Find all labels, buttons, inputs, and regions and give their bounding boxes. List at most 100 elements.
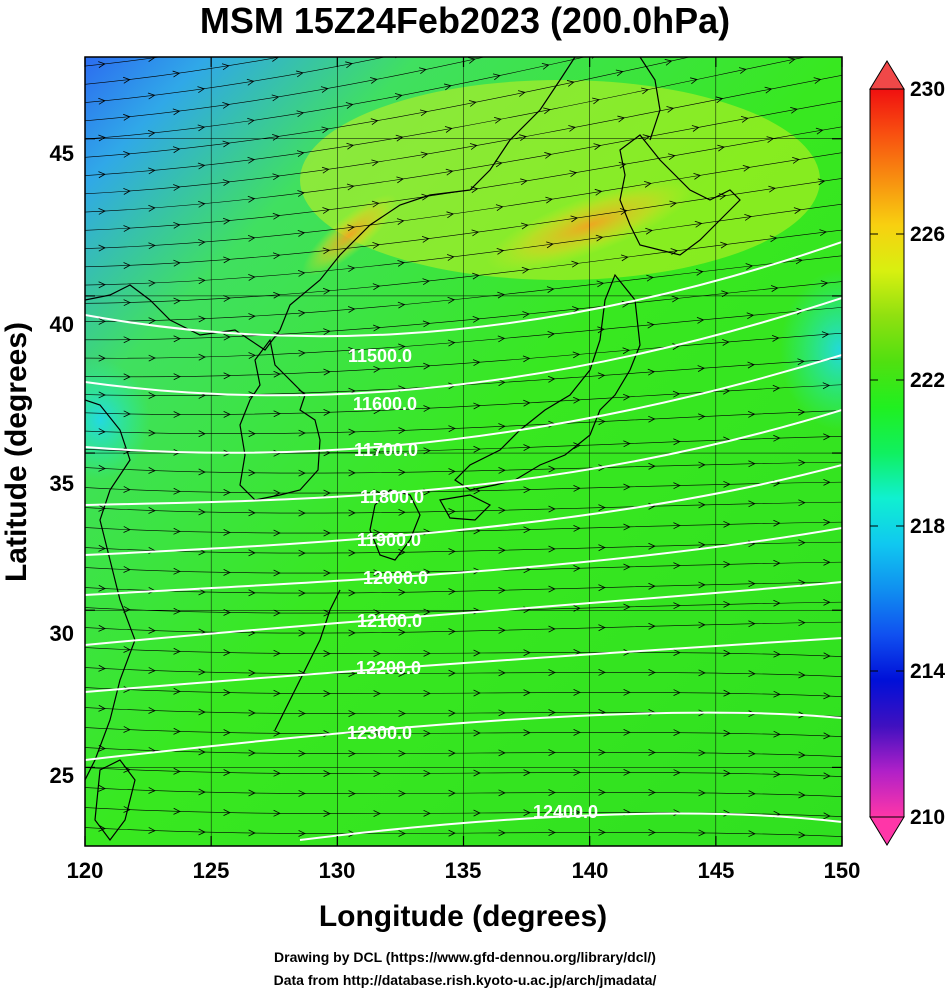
wind-arrow: [546, 241, 554, 249]
wind-arrow: [323, 368, 331, 376]
wind-arrow: [723, 729, 731, 737]
streamline: [85, 747, 842, 757]
wind-arrow: [714, 49, 721, 55]
figure-title: MSM 15Z24Feb2023 (200.0hPa): [200, 0, 730, 41]
wind-arrow: [98, 624, 106, 632]
wind-arrow: [123, 373, 131, 381]
wind-arrow: [748, 750, 756, 758]
wind-arrow: [549, 870, 555, 876]
wind-arrow: [222, 140, 231, 148]
wind-arrow: [348, 750, 356, 758]
wind-arrow: [623, 768, 631, 776]
wind-arrow: [573, 442, 581, 450]
wind-arrow: [398, 427, 406, 434]
wind-arrow: [198, 668, 206, 676]
wind-arrow: [543, 107, 551, 115]
wind-arrow: [721, 290, 729, 298]
wind-arrow: [323, 770, 331, 777]
x-tick-labels: 120 125 130 135 140 145 150: [67, 858, 861, 883]
wind-arrow: [98, 134, 106, 142]
coast-korea: [239, 338, 321, 501]
wind-arrow: [444, 126, 453, 133]
streamline: [85, 581, 842, 594]
wind-arrow: [123, 526, 131, 533]
wind-arrow: [744, 213, 752, 221]
wind-arrow: [548, 545, 556, 553]
wind-arrow: [773, 891, 779, 897]
wind-arrow: [448, 508, 456, 515]
contour-line-12200: [85, 637, 842, 693]
wind-arrow: [248, 829, 256, 837]
streamline: [85, 827, 842, 837]
wind-arrow: [223, 256, 231, 264]
wind-arrow: [773, 851, 779, 857]
contour-line-11900: [85, 464, 842, 556]
wind-arrow: [323, 690, 331, 697]
wind-arrow: [523, 486, 531, 494]
wind-arrow: [173, 607, 181, 615]
wind-arrow: [698, 581, 706, 589]
coast-china-east: [85, 399, 136, 781]
wind-arrow: [498, 709, 506, 717]
x-tick-label: 140: [572, 858, 609, 883]
wind-arrow: [448, 829, 456, 837]
credit-drawing: Drawing by DCL (https://www.gfd-dennou.o…: [274, 949, 656, 965]
wind-arrow: [348, 509, 356, 517]
wind-arrow: [821, 331, 830, 338]
map-panel: 11500.0 11600.0 11700.0 11800.0 11900.0 …: [85, 27, 842, 897]
wind-arrow: [598, 418, 606, 426]
wind-arrow: [817, 178, 826, 186]
wind-arrow: [224, 849, 230, 855]
wind-arrow: [298, 589, 306, 597]
wind-arrow: [762, 38, 769, 44]
wind-arrow: [473, 402, 481, 410]
colorbar-extend-max: [869, 60, 905, 90]
wind-arrow: [498, 546, 506, 554]
wind-arrow: [320, 46, 327, 52]
wind-arrow: [124, 886, 130, 892]
x-tick-label: 130: [319, 858, 356, 883]
wind-arrow: [320, 86, 329, 93]
wind-arrow: [548, 585, 556, 593]
wind-arrow: [98, 391, 106, 399]
contour-label-12400: 12400.0: [533, 802, 598, 822]
wind-arrow: [492, 73, 501, 81]
wind-arrow: [798, 831, 806, 839]
wind-arrow: [123, 486, 131, 493]
wind-arrow: [798, 872, 804, 878]
wind-arrow: [98, 171, 106, 179]
wind-arrow: [448, 628, 456, 635]
wind-arrow: [498, 586, 506, 594]
wind-arrow: [419, 109, 428, 117]
wind-arrow: [697, 365, 706, 372]
wind-arrow: [648, 622, 656, 630]
wind-arrow: [545, 196, 553, 204]
streamline: [85, 647, 842, 657]
wind-arrow: [797, 358, 805, 366]
wind-arrow: [273, 291, 281, 299]
x-tick-label: 145: [698, 858, 735, 883]
wind-arrow: [623, 440, 631, 448]
wind-arrow: [248, 669, 256, 677]
wind-arrow: [773, 434, 781, 442]
wind-arrow: [173, 297, 181, 305]
wind-arrow: [373, 690, 381, 697]
wind-arrow: [148, 242, 156, 250]
wind-arrow: [691, 125, 700, 132]
coast-kyushu: [369, 489, 421, 561]
wind-arrow: [690, 77, 698, 85]
wind-arrow: [745, 263, 754, 270]
wind-arrow: [443, 41, 450, 47]
wind-arrow: [693, 172, 702, 180]
wind-arrow: [248, 789, 256, 797]
wind-arrow: [797, 408, 806, 416]
wind-arrow: [498, 506, 506, 514]
wind-arrow: [422, 278, 431, 285]
wind-arrow: [568, 125, 577, 132]
wind-arrow: [573, 396, 581, 404]
wind-arrow: [598, 748, 606, 756]
wind-arrow: [811, 27, 818, 33]
wind-arrow: [624, 889, 630, 895]
wind-arrow: [148, 317, 156, 325]
wind-arrow: [348, 469, 356, 477]
